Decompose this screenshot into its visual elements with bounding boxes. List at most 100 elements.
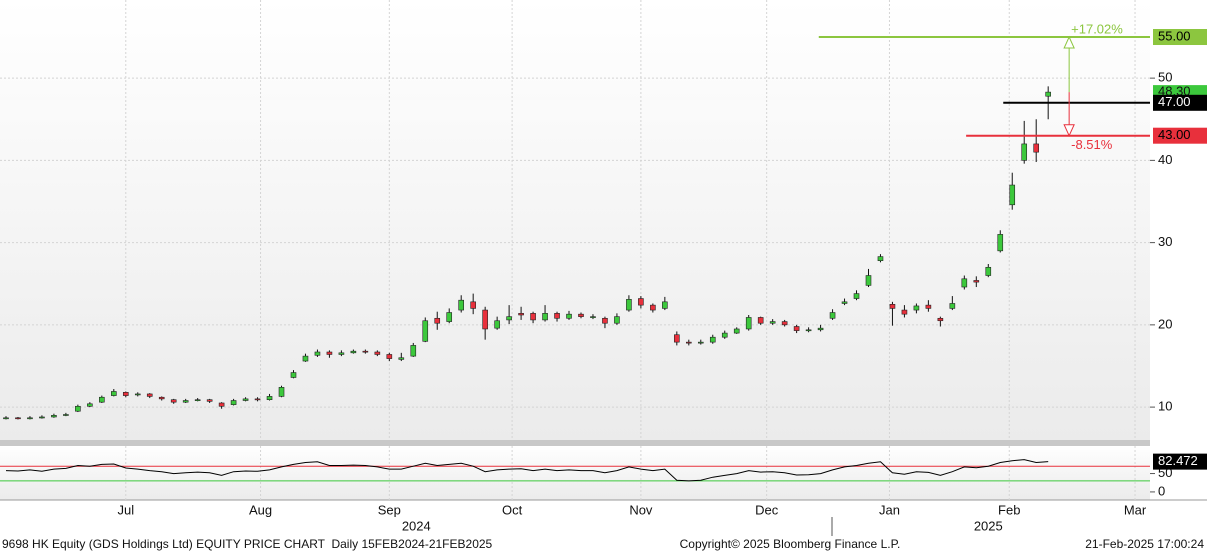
- candle-body: [913, 305, 920, 311]
- candle-body: [206, 399, 213, 402]
- x-tick-label: Feb: [998, 502, 1020, 517]
- candle-body: [626, 299, 632, 311]
- candle-body: [937, 317, 944, 322]
- year-label: 2025: [974, 518, 1003, 533]
- candle-body: [458, 299, 464, 311]
- candle-body: [518, 313, 524, 316]
- candle-body: [602, 317, 608, 324]
- level-box: [1153, 94, 1207, 111]
- candle-body: [1009, 184, 1016, 206]
- candle-body: [422, 320, 429, 342]
- candle-body: [1033, 143, 1039, 153]
- candle-body: [470, 301, 476, 309]
- candle-body: [170, 399, 177, 403]
- candle-body: [781, 321, 788, 326]
- candle-body: [410, 345, 417, 357]
- candle-body: [973, 280, 980, 283]
- candle-body: [697, 341, 704, 344]
- candle-body: [829, 312, 836, 319]
- candle-body: [230, 400, 237, 405]
- arrow-head: [1063, 35, 1075, 49]
- candle-body: [242, 398, 249, 401]
- candle-body: [901, 309, 908, 315]
- level-label: 43.00: [1158, 127, 1191, 142]
- level-box: [1153, 29, 1207, 46]
- change-label: -8.51%: [1071, 137, 1113, 152]
- candle-body: [134, 393, 141, 396]
- candle-body: [506, 316, 512, 321]
- candle-body: [218, 402, 225, 407]
- candle-body: [650, 304, 656, 311]
- rsi-line: [5, 459, 1049, 482]
- candle-body: [182, 400, 189, 403]
- x-tick-label: Jan: [879, 502, 900, 517]
- candle-body: [961, 278, 968, 288]
- candle-body: [805, 329, 812, 332]
- candle-body: [482, 309, 488, 330]
- candle-body: [326, 351, 333, 355]
- level-label: 55.00: [1158, 28, 1191, 43]
- level-label: 47.00: [1158, 94, 1191, 109]
- candle-body: [266, 396, 273, 401]
- candle-body: [925, 304, 932, 309]
- candle-body: [254, 398, 261, 401]
- y-tick-label: 50: [1158, 70, 1172, 85]
- y-tick-label: 20: [1158, 316, 1172, 331]
- footer-right: 21-Feb-2025 17:00:24: [1085, 537, 1204, 551]
- candle-body: [122, 391, 129, 396]
- candle-body: [709, 336, 716, 343]
- candle-body: [374, 351, 381, 355]
- candle-body: [853, 293, 860, 299]
- candle-body: [158, 396, 165, 400]
- candle-body: [817, 327, 824, 331]
- candle-body: [63, 414, 69, 416]
- candle-body: [997, 234, 1004, 252]
- y-tick-label: 0: [1158, 483, 1165, 498]
- x-tick-label: Jul: [117, 502, 134, 517]
- candle-body: [769, 321, 776, 324]
- candle-body: [889, 303, 896, 309]
- change-label: +17.02%: [1071, 21, 1123, 36]
- candle-body: [278, 387, 285, 397]
- candle-body: [985, 266, 992, 276]
- candle-body: [75, 405, 81, 412]
- candle-body: [314, 351, 321, 356]
- year-label: 2024: [402, 518, 431, 533]
- candle-body: [662, 301, 668, 309]
- candle-body: [27, 417, 33, 420]
- rsi-panel: [0, 446, 1150, 500]
- y-tick-label: 10: [1158, 399, 1172, 414]
- panel-divider: [0, 440, 1150, 446]
- footer-center: Copyright© 2025 Bloomberg Finance L.P.: [680, 537, 901, 551]
- footer-left: 9698 HK Equity (GDS Holdings Ltd) EQUITY…: [2, 537, 493, 551]
- candle-body: [99, 396, 105, 403]
- last-price-label: 48.30: [1158, 84, 1191, 99]
- candle-body: [350, 350, 357, 354]
- y-tick-label: 30: [1158, 234, 1172, 249]
- x-tick-label: Nov: [629, 502, 653, 517]
- candle-body: [721, 332, 728, 338]
- candle-body: [494, 320, 500, 329]
- candle-body: [542, 313, 548, 321]
- candle-body: [877, 256, 884, 262]
- candle-body: [51, 415, 57, 418]
- candle-body: [757, 317, 764, 324]
- candle-body: [614, 316, 620, 324]
- candle-body: [530, 313, 536, 321]
- candle-body: [15, 417, 21, 420]
- x-tick-label: Sep: [378, 502, 401, 517]
- candle-body: [566, 313, 572, 319]
- x-tick-label: Oct: [502, 502, 523, 517]
- candle-body: [3, 417, 9, 420]
- candle-body: [865, 275, 872, 286]
- candle-body: [793, 326, 800, 331]
- rsi-value-label: 82.472: [1158, 453, 1198, 468]
- candle-body: [733, 328, 740, 334]
- candle-body: [338, 352, 345, 355]
- candle-body: [39, 416, 45, 419]
- candle-body: [386, 354, 393, 359]
- candle-body: [87, 403, 93, 407]
- candle-body: [554, 313, 560, 319]
- candle-body: [745, 317, 752, 330]
